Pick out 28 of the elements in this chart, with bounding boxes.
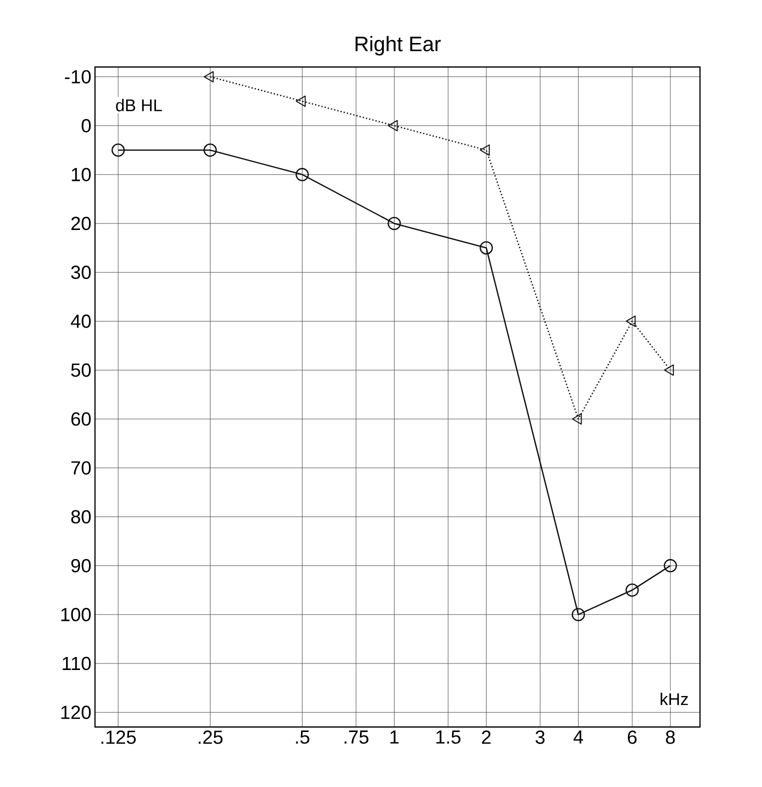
- x-tick-label: .125: [101, 730, 136, 744]
- x-axis-title: kHz: [660, 692, 688, 706]
- y-tick-label: 120: [61, 706, 91, 720]
- x-tick-label: 6: [628, 730, 637, 744]
- y-tick-label: 40: [70, 314, 91, 328]
- y-axis-title: dB HL: [116, 98, 162, 112]
- y-tick-label: 60: [71, 412, 91, 426]
- x-tick-label: 4: [574, 730, 584, 744]
- y-tick-label: 0: [82, 118, 91, 132]
- x-tick-label: 8: [666, 730, 675, 744]
- y-tick-label: 100: [61, 608, 91, 622]
- x-tick-label: 1.5: [436, 730, 460, 744]
- x-tick-label: 2: [482, 730, 491, 744]
- y-tick-label: 50: [71, 363, 91, 377]
- y-tick-label: -10: [64, 70, 91, 84]
- y-tick-label: 20: [71, 216, 91, 230]
- y-tick-label: 110: [62, 656, 91, 670]
- x-tick-label: .5: [296, 730, 310, 744]
- y-tick-label: 10: [72, 168, 91, 182]
- y-tick-label: 70: [71, 461, 91, 475]
- y-tick-label: 80: [71, 510, 91, 524]
- x-tick-label: 3: [536, 730, 545, 744]
- x-tick-label: 1: [390, 730, 399, 744]
- y-tick-label: 90: [71, 558, 91, 572]
- chart-title: Right Ear: [356, 36, 441, 56]
- x-tick-label: .25: [198, 730, 223, 744]
- y-tick-label: 30: [71, 266, 91, 280]
- x-tick-label: .75: [344, 730, 368, 744]
